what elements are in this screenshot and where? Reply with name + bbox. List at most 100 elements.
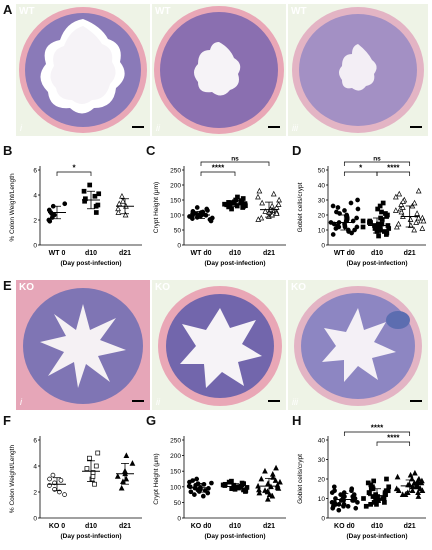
data-point bbox=[96, 191, 102, 197]
data-point bbox=[243, 203, 248, 209]
data-point bbox=[383, 211, 388, 216]
data-point bbox=[415, 489, 421, 496]
significance-label: * bbox=[72, 164, 76, 173]
data-point bbox=[224, 202, 230, 208]
data-point bbox=[330, 232, 336, 237]
significance-bracket bbox=[200, 161, 270, 166]
scale-bar bbox=[268, 126, 280, 128]
data-point bbox=[192, 492, 197, 497]
data-point bbox=[344, 215, 350, 221]
data-point bbox=[200, 493, 206, 499]
data-point bbox=[220, 482, 226, 488]
y-tick-label: 6 bbox=[33, 438, 37, 445]
data-point bbox=[202, 488, 208, 493]
data-point bbox=[92, 481, 97, 487]
significance-bracket bbox=[200, 171, 236, 176]
significance-bracket bbox=[343, 161, 411, 166]
data-point bbox=[336, 507, 342, 513]
data-point bbox=[355, 197, 360, 203]
y-tick-label: 0 bbox=[177, 516, 181, 523]
x-tick-label: d10 bbox=[371, 523, 383, 530]
data-point bbox=[235, 194, 240, 200]
data-point bbox=[354, 215, 359, 221]
x-axis-label: (Day post-infection) bbox=[60, 533, 121, 540]
y-tick-label: 30 bbox=[318, 457, 326, 464]
significance-label: **** bbox=[387, 164, 400, 173]
significance-bracket bbox=[343, 431, 411, 436]
data-point bbox=[274, 484, 281, 490]
data-point bbox=[394, 473, 401, 480]
y-axis-label: % Colon Weight/Length bbox=[9, 445, 16, 514]
x-tick-label: d21 bbox=[404, 523, 416, 530]
data-point bbox=[345, 503, 351, 509]
data-point bbox=[399, 204, 406, 210]
data-point bbox=[239, 480, 245, 486]
histology-index: i bbox=[20, 397, 22, 407]
data-point bbox=[335, 205, 341, 210]
data-point bbox=[395, 487, 402, 494]
data-point bbox=[256, 486, 262, 493]
data-point bbox=[259, 199, 265, 206]
chart-h: 0 10 20 30 40 Goblet cells/crypt KO d0 d10 d21 (D… bbox=[294, 420, 430, 548]
data-point bbox=[404, 489, 411, 496]
y-tick-label: 20 bbox=[318, 213, 326, 220]
histology-label: KO bbox=[19, 282, 34, 293]
data-point bbox=[407, 216, 414, 222]
y-tick-label: 4 bbox=[33, 193, 37, 200]
data-point bbox=[398, 201, 405, 207]
data-point bbox=[328, 220, 334, 225]
data-point bbox=[396, 190, 403, 197]
histology-label: WT bbox=[19, 6, 35, 17]
significance-label: ns bbox=[373, 156, 381, 163]
data-point bbox=[62, 492, 67, 497]
panel-letter-e: E bbox=[3, 278, 12, 293]
data-point bbox=[122, 211, 129, 218]
data-point bbox=[82, 198, 87, 204]
data-point bbox=[256, 187, 263, 194]
y-tick-label: 0 bbox=[321, 516, 325, 523]
significance-label: * bbox=[359, 164, 363, 173]
panel-letter-g: G bbox=[146, 413, 157, 428]
data-point bbox=[239, 198, 245, 203]
x-tick-label: d21 bbox=[119, 250, 131, 257]
data-point bbox=[419, 225, 426, 231]
data-point bbox=[411, 199, 418, 206]
x-tick-label: d10 bbox=[371, 250, 383, 257]
data-point bbox=[348, 200, 354, 206]
x-tick-label: d10 bbox=[229, 250, 241, 257]
data-point bbox=[209, 480, 214, 486]
data-point bbox=[120, 197, 126, 204]
y-tick-label: 100 bbox=[170, 213, 181, 220]
histology-ko-ii: KO ii bbox=[152, 280, 286, 410]
y-axis-label: Goblet cells/crypt bbox=[297, 454, 304, 504]
data-point bbox=[93, 210, 99, 215]
data-point bbox=[336, 224, 342, 230]
data-point bbox=[119, 192, 125, 199]
data-point bbox=[371, 478, 377, 484]
y-tick-label: 150 bbox=[170, 469, 181, 476]
histology-index: i bbox=[20, 123, 22, 133]
data-point bbox=[62, 201, 68, 207]
data-point bbox=[81, 188, 87, 194]
data-point bbox=[414, 210, 420, 216]
x-tick-label: d21 bbox=[263, 523, 275, 530]
y-tick-label: 40 bbox=[318, 438, 326, 445]
x-axis-label: (Day post-infection) bbox=[346, 260, 407, 267]
data-point bbox=[256, 489, 263, 496]
panel-letter-d: D bbox=[292, 143, 302, 158]
data-point bbox=[376, 233, 381, 239]
significance-label: **** bbox=[212, 164, 225, 173]
chart-f: 0 2 4 6 % Colon Weight/Length KO 0 d10 d21 (Day … bbox=[6, 420, 146, 548]
y-tick-label: 50 bbox=[174, 228, 182, 235]
x-tick-label: KO d0 bbox=[191, 523, 212, 530]
data-point bbox=[380, 200, 386, 206]
y-tick-label: 200 bbox=[170, 453, 181, 460]
significance-label: **** bbox=[371, 424, 384, 433]
data-point bbox=[58, 477, 64, 483]
data-point bbox=[208, 218, 214, 224]
scale-bar bbox=[410, 400, 422, 402]
data-point bbox=[262, 487, 268, 493]
data-point bbox=[331, 484, 337, 490]
data-point bbox=[411, 479, 418, 486]
data-point bbox=[47, 218, 53, 224]
